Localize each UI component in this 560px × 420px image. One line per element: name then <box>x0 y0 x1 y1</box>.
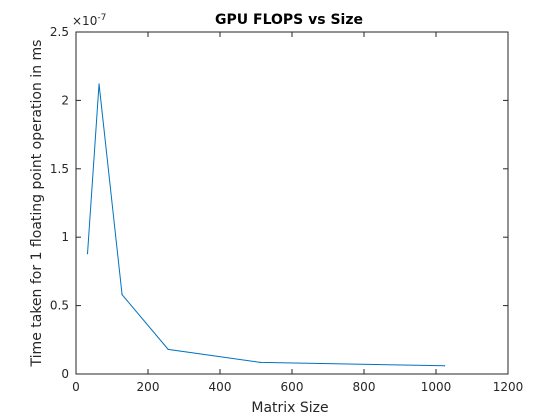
x-tick-label: 400 <box>209 380 232 394</box>
series-line <box>87 83 445 367</box>
data-point <box>444 365 446 367</box>
y-axis-exponent: ×10-7 <box>72 13 106 28</box>
y-tick-label: 1.5 <box>50 162 69 176</box>
x-tick-label: 800 <box>353 380 376 394</box>
y-tick-label: 2 <box>61 93 69 107</box>
x-tick-label: 1000 <box>421 380 452 394</box>
x-tick-label: 0 <box>72 380 80 394</box>
x-tick-label: 200 <box>137 380 160 394</box>
data-point <box>98 83 100 85</box>
y-tick-label: 2.5 <box>50 25 69 39</box>
x-axis-label: Matrix Size <box>251 400 328 416</box>
y-tick-label: 0 <box>61 367 69 381</box>
chart-title: GPU FLOPS vs Size <box>215 12 363 28</box>
axes-box <box>75 31 509 375</box>
data-point <box>259 361 261 363</box>
data-point <box>121 294 123 296</box>
y-axis-label: Time taken for 1 floating point operatio… <box>29 40 45 368</box>
plot-area <box>75 31 509 375</box>
data-point <box>167 348 169 350</box>
x-axis-ticks: 0 200 400 600 800 1000 1200 <box>72 32 523 394</box>
y-tick-label: 0.5 <box>50 299 69 313</box>
series-layer <box>86 83 446 367</box>
x-tick-label: 600 <box>281 380 304 394</box>
x-tick-label: 1200 <box>493 380 524 394</box>
y-tick-label: 1 <box>61 230 69 244</box>
y-axis-ticks: 0 0.5 1 1.5 2 2.5 <box>50 25 508 381</box>
data-point <box>86 253 89 255</box>
